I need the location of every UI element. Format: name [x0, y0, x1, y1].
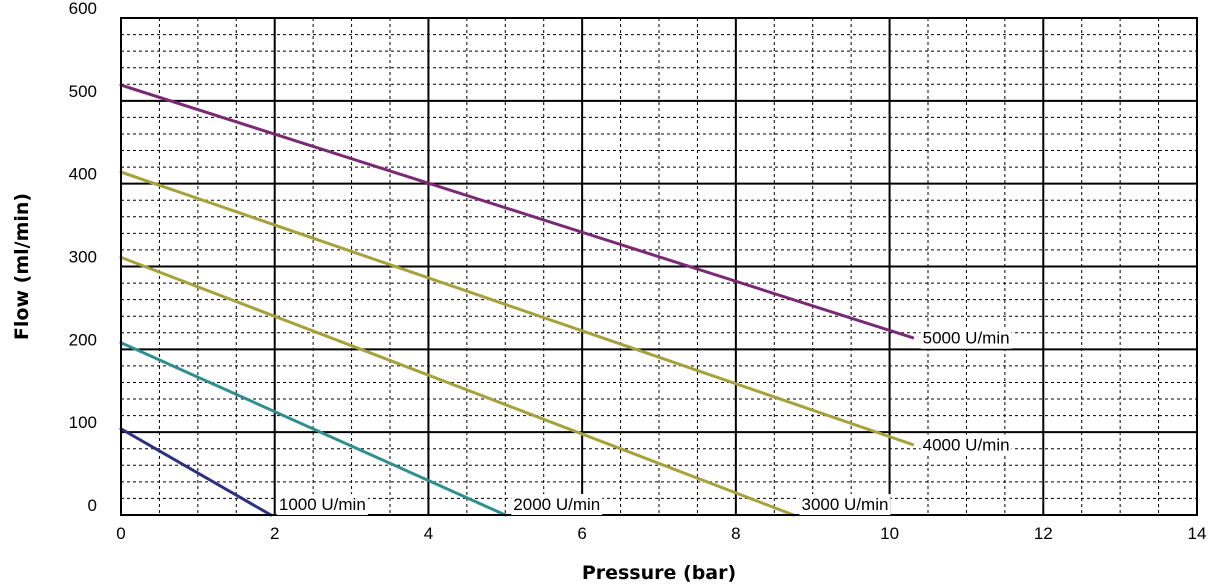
series-label: 4000 U/min	[923, 436, 1010, 455]
series-label-bg	[920, 327, 1012, 349]
series-lines	[119, 83, 915, 517]
series-line	[119, 341, 507, 517]
y-tick-label: 100	[69, 413, 97, 432]
y-tick-label: 200	[69, 330, 97, 349]
x-tick-label: 4	[424, 524, 433, 543]
series-label-bg	[276, 494, 368, 515]
y-tick-label: 0	[88, 496, 97, 515]
series-label: 2000 U/min	[513, 495, 600, 514]
y-axis-title: Flow (ml/min)	[11, 193, 33, 340]
x-tick-label: 14	[1188, 524, 1207, 543]
series-label-bg	[920, 434, 1012, 456]
plot-frame	[120, 17, 1198, 516]
tick-labels: 0 2 4 6 8 10 12 14 0 100 200 300 400 500 600	[69, 0, 1207, 543]
x-tick-label: 8	[731, 524, 740, 543]
series-label: 3000 U/min	[802, 495, 889, 514]
series-label-bg	[799, 494, 891, 515]
x-tick-label: 6	[577, 524, 586, 543]
series-line	[119, 170, 915, 447]
series-line	[119, 255, 795, 517]
series-labels: 1000 U/min 2000 U/min 3000 U/min 4000 U/min…	[276, 327, 1012, 515]
x-tick-label: 10	[880, 524, 899, 543]
y-tick-label: 500	[69, 82, 97, 101]
y-tick-label: 600	[69, 0, 97, 18]
y-tick-label: 300	[69, 248, 97, 267]
x-axis-title: Pressure (bar)	[582, 562, 736, 584]
series-label: 5000 U/min	[923, 329, 1010, 348]
series-label-bg	[511, 494, 603, 515]
x-tick-label: 12	[1034, 524, 1053, 543]
series-line	[119, 83, 915, 340]
x-tick-label: 2	[270, 524, 279, 543]
x-tick-label: 0	[116, 524, 125, 543]
y-tick-label: 400	[69, 165, 97, 184]
series-line	[119, 427, 273, 517]
series-label: 1000 U/min	[279, 495, 366, 514]
